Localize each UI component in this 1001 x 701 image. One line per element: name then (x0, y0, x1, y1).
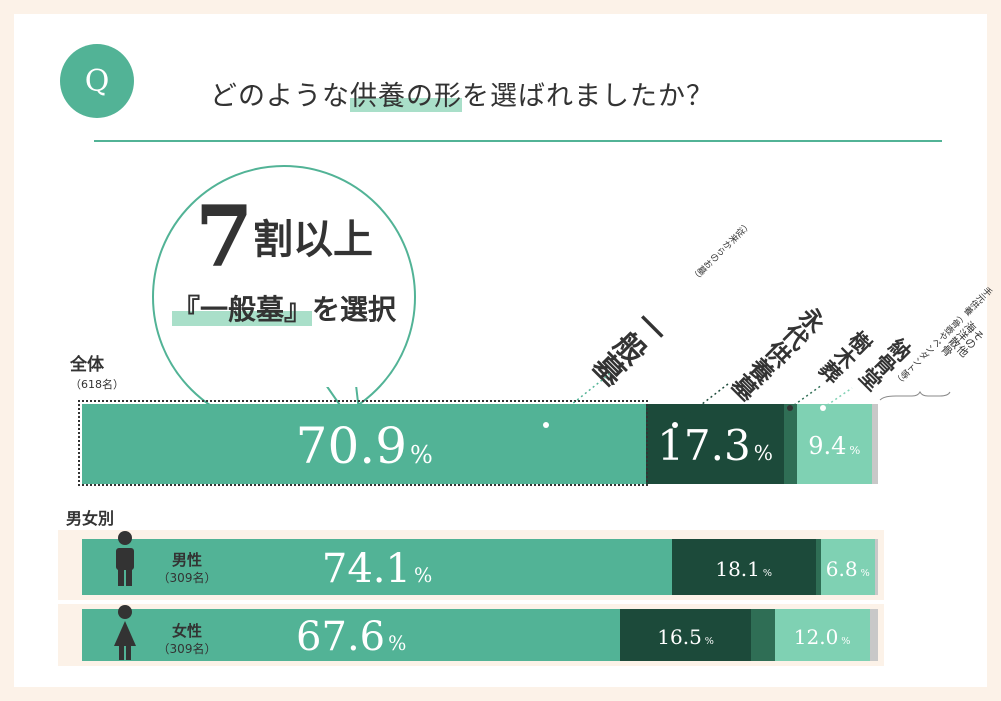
gender-heading: 男女別 (66, 509, 115, 528)
value-label-all-charnel: 9.4% (808, 434, 860, 458)
bar-male-tree (815, 539, 821, 595)
value-unit: % (841, 636, 851, 647)
value-label-all-perpetual: 17.3% (657, 425, 773, 467)
value-unit: % (704, 636, 714, 647)
highlight-dotted-outline (78, 400, 649, 486)
value-label-female-general: 67.6% (296, 617, 406, 657)
value-number: 17.3 (657, 421, 751, 470)
value-label-male-charnel: 6.8% (826, 559, 870, 579)
value-number: 9.4 (808, 432, 847, 460)
row-count-female: （309名） (157, 642, 217, 656)
bar-female-charnel (774, 609, 871, 661)
bar-all-charnel (796, 404, 872, 484)
headline-sub-highlight: 『一般墓』 (172, 293, 313, 326)
headline-text: 割以上 (253, 216, 373, 263)
question-highlight: 供養の形 (350, 81, 462, 112)
question-divider (94, 140, 942, 142)
value-number: 6.8 (825, 557, 858, 581)
bar-female-general (82, 609, 621, 661)
question-suffix: を選ばれましたか？ (462, 81, 714, 112)
question-badge: Q (60, 44, 134, 118)
value-label-male-general: 74.1% (322, 549, 432, 589)
bar-male-perpetual (671, 539, 816, 595)
male-icon (116, 531, 134, 586)
bar-all-other (871, 404, 878, 484)
bar-male-general (82, 539, 672, 595)
bar-female-other (870, 609, 878, 661)
bar-male-other (874, 539, 878, 595)
row-count-male: （309名） (157, 571, 217, 585)
value-unit: % (762, 568, 773, 579)
value-label-female-perpetual: 16.5% (657, 627, 714, 647)
value-number: 16.5 (657, 625, 702, 649)
bar-female-perpetual (620, 609, 752, 661)
value-unit: % (413, 564, 433, 587)
value-unit: % (860, 568, 870, 579)
row-label-all: 全体 (70, 355, 104, 375)
bar-male-charnel (820, 539, 875, 595)
value-label-all-general: 70.9% (296, 421, 433, 471)
value-label-female-charnel: 12.0% (794, 627, 851, 647)
headline-sub-suffix: を選択 (312, 293, 397, 326)
question-prefix: どのような (210, 81, 350, 112)
bar-all-tree (784, 404, 797, 484)
value-unit: % (849, 443, 861, 457)
question-text: どのような供養の形を選ばれましたか？ (210, 74, 714, 114)
headline-number: 7 (195, 187, 254, 286)
value-label-male-perpetual: 18.1% (715, 559, 772, 579)
value-unit: % (410, 441, 433, 469)
value-number: 18.1 (715, 557, 760, 581)
row-count-all: （618名） (70, 378, 124, 391)
value-number: 70.9 (295, 417, 407, 475)
row-label-female: 女性 (171, 622, 202, 640)
headline-subtext: 『一般墓』を選択 (172, 287, 396, 333)
female-icon (114, 605, 136, 660)
bar-female-tree (751, 609, 775, 661)
value-number: 67.6 (296, 614, 386, 660)
value-number: 74.1 (321, 546, 411, 592)
row-label-male: 男性 (171, 551, 202, 569)
value-unit: % (388, 632, 407, 655)
value-number: 12.0 (793, 625, 839, 649)
value-unit: % (753, 441, 773, 465)
